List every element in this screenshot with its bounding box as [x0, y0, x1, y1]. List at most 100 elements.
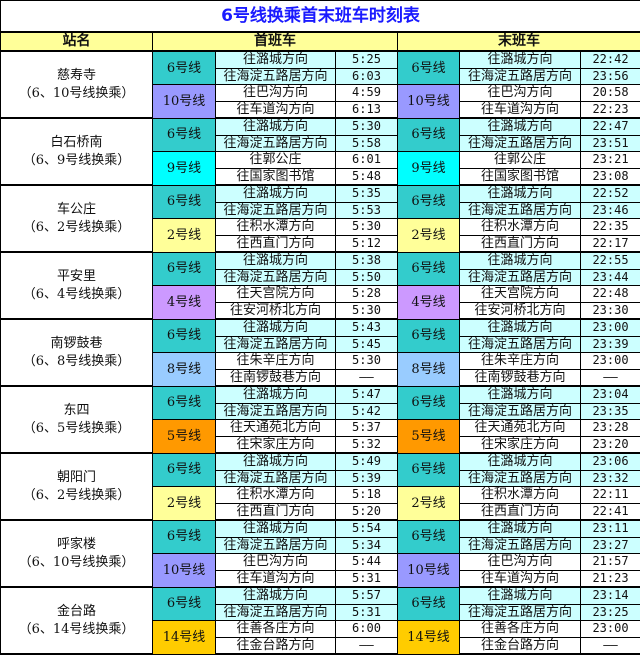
direction-last: 往海淀五路居方向	[460, 68, 581, 85]
last-train-time: ——	[581, 369, 640, 386]
first-train-time: 5:53	[336, 202, 398, 219]
line-badge-last: 6号线	[398, 520, 460, 554]
direction-first: 往海淀五路居方向	[216, 68, 336, 85]
direction-first: 往车道沟方向	[216, 570, 336, 587]
first-train-time: 5:47	[336, 386, 398, 403]
line-badge-last: 4号线	[398, 286, 460, 320]
station-transfer-note: （6、10号线换乘）	[1, 554, 152, 572]
last-train-time: 23:04	[581, 386, 640, 403]
direction-first: 往郭公庄	[216, 152, 336, 169]
first-train-time: 5:30	[336, 219, 398, 236]
direction-last: 往海淀五路居方向	[460, 604, 581, 621]
first-train-time: 5:54	[336, 520, 398, 537]
first-train-time: 5:48	[336, 168, 398, 185]
station-cell: 平安里（6、4号线换乘）	[1, 252, 153, 319]
first-train-time: 6:00	[336, 621, 398, 638]
direction-first: 往海淀五路居方向	[216, 537, 336, 554]
line-badge-last: 6号线	[398, 587, 460, 621]
direction-first: 往潞城方向	[216, 453, 336, 470]
direction-first: 往车道沟方向	[216, 101, 336, 118]
first-train-time: 4:59	[336, 85, 398, 102]
station-name: 金台路	[1, 603, 152, 621]
last-train-time: 23:32	[581, 470, 640, 487]
direction-last: 往海淀五路居方向	[460, 269, 581, 286]
last-train-time: 22:41	[581, 503, 640, 520]
station-cell: 东四（6、5号线换乘）	[1, 386, 153, 453]
station-transfer-note: （6、5号线换乘）	[1, 420, 152, 438]
first-train-time: 5:39	[336, 470, 398, 487]
last-train-time: 22:47	[581, 118, 640, 135]
last-train-time: 22:35	[581, 219, 640, 236]
line-badge-last: 6号线	[398, 185, 460, 219]
direction-first: 往南锣鼓巷方向	[216, 369, 336, 386]
direction-first: 往潞城方向	[216, 520, 336, 537]
line-badge-last: 6号线	[398, 252, 460, 286]
last-train-time: 23:27	[581, 537, 640, 554]
direction-last: 往车道沟方向	[460, 101, 581, 118]
direction-last: 往天宫院方向	[460, 286, 581, 303]
direction-first: 往潞城方向	[216, 319, 336, 336]
direction-last: 往海淀五路居方向	[460, 135, 581, 152]
direction-first: 往积水潭方向	[216, 219, 336, 236]
first-train-time: 5:58	[336, 135, 398, 152]
direction-first: 往海淀五路居方向	[216, 269, 336, 286]
line-badge-last: 6号线	[398, 118, 460, 152]
line-badge-first: 6号线	[153, 453, 216, 487]
station-name: 南锣鼓巷	[1, 335, 152, 353]
direction-first: 往海淀五路居方向	[216, 470, 336, 487]
header-first-train: 首班车	[153, 32, 398, 51]
station-cell: 慈寿寺（6、10号线换乘）	[1, 51, 153, 118]
direction-last: 往郭公庄	[460, 152, 581, 169]
first-train-time: 5:34	[336, 537, 398, 554]
direction-last: 往金台路方向	[460, 637, 581, 654]
last-train-time: 22:17	[581, 235, 640, 252]
line-badge-first: 6号线	[153, 51, 216, 85]
direction-first: 往潞城方向	[216, 185, 336, 202]
station-cell: 金台路（6、14号线换乘）	[1, 587, 153, 654]
direction-last: 往安河桥北方向	[460, 302, 581, 319]
direction-last: 往海淀五路居方向	[460, 336, 581, 353]
direction-last: 往海淀五路居方向	[460, 403, 581, 420]
line-badge-first: 2号线	[153, 487, 216, 521]
direction-first: 往海淀五路居方向	[216, 403, 336, 420]
direction-last: 往巴沟方向	[460, 85, 581, 102]
direction-last: 往积水潭方向	[460, 487, 581, 504]
line-badge-last: 14号线	[398, 621, 460, 655]
direction-first: 往潞城方向	[216, 252, 336, 269]
last-train-time: 23:06	[581, 453, 640, 470]
direction-last: 往潞城方向	[460, 118, 581, 135]
first-train-time: 5:45	[336, 336, 398, 353]
line-badge-last: 2号线	[398, 487, 460, 521]
direction-last: 往海淀五路居方向	[460, 470, 581, 487]
station-transfer-note: （6、10号线换乘）	[1, 85, 152, 103]
station-transfer-note: （6、8号线换乘）	[1, 353, 152, 371]
direction-last: 往潞城方向	[460, 51, 581, 68]
station-transfer-note: （6、9号线换乘）	[1, 152, 152, 170]
last-train-time: 23:20	[581, 436, 640, 453]
line-badge-first: 9号线	[153, 152, 216, 186]
direction-first: 往朱辛庄方向	[216, 353, 336, 370]
direction-last: 往海淀五路居方向	[460, 537, 581, 554]
line-badge-first: 6号线	[153, 252, 216, 286]
station-name: 平安里	[1, 268, 152, 286]
station-name: 东四	[1, 402, 152, 420]
line-badge-last: 6号线	[398, 453, 460, 487]
last-train-time: 22:52	[581, 185, 640, 202]
last-train-time: 23:35	[581, 403, 640, 420]
station-name: 车公庄	[1, 201, 152, 219]
last-train-time: 23:21	[581, 152, 640, 169]
direction-first: 往善各庄方向	[216, 621, 336, 638]
line-badge-last: 10号线	[398, 85, 460, 119]
last-train-time: 22:42	[581, 51, 640, 68]
direction-last: 往天通苑北方向	[460, 420, 581, 437]
first-train-time: 5:31	[336, 570, 398, 587]
last-train-time: 23:00	[581, 621, 640, 638]
last-train-time: 22:23	[581, 101, 640, 118]
direction-first: 往积水潭方向	[216, 487, 336, 504]
direction-first: 往天宫院方向	[216, 286, 336, 303]
